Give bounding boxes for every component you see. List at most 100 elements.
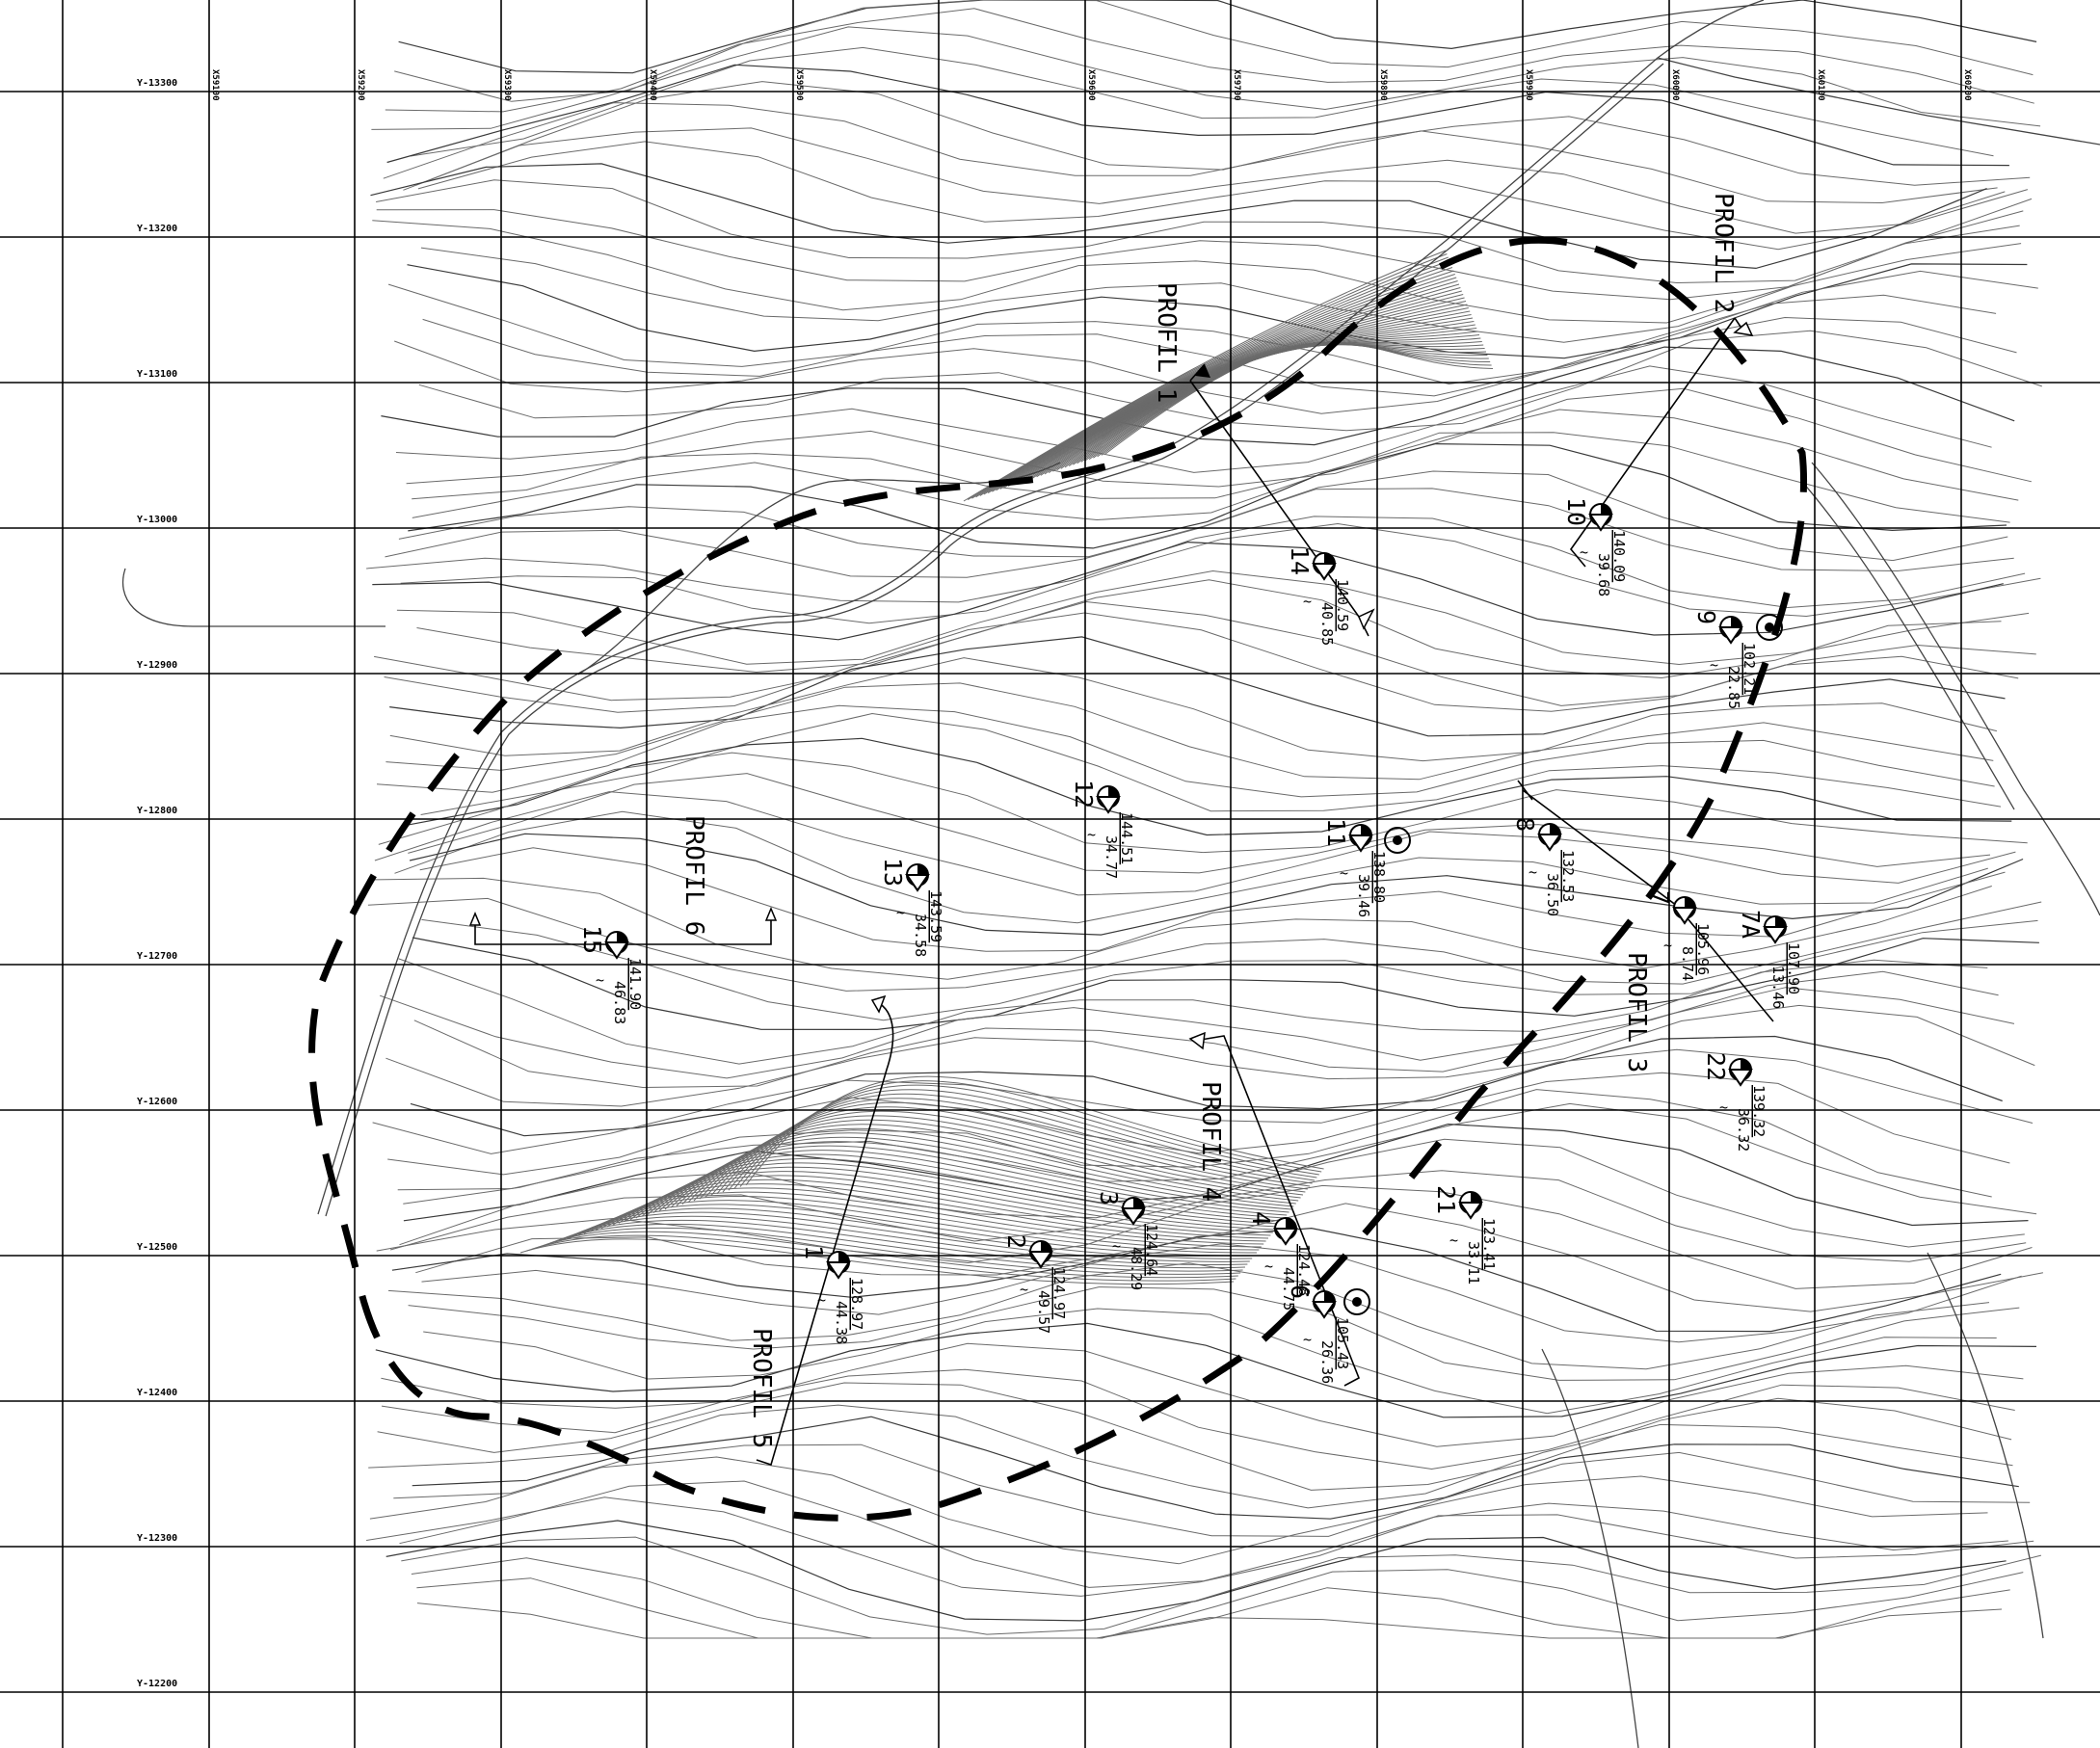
contour-line: [369, 1456, 1988, 1565]
borehole-depth: 49.57: [1035, 1290, 1052, 1334]
contour-line: [371, 26, 2041, 130]
borehole-elevation: 138.80: [1370, 851, 1388, 903]
borehole-elevation: 105.43: [1334, 1317, 1351, 1369]
x-grid-label: X59200: [356, 69, 365, 101]
y-grid-label: Y-13100: [137, 369, 177, 380]
contour-line: [385, 682, 1994, 781]
x-grid-label: X59900: [1524, 69, 1533, 101]
borehole-number: 8: [1511, 817, 1539, 832]
borehole-number: 9: [1692, 610, 1720, 624]
borehole-depth: 44.38: [833, 1301, 850, 1344]
borehole-number: 11: [1322, 818, 1350, 847]
contour-line: [716, 1098, 1313, 1195]
contour-line: [963, 250, 1447, 502]
contour-line: [406, 387, 2033, 488]
profile-label: PROFIL 4: [1196, 1081, 1225, 1202]
water-table-icon: ~: [1303, 1331, 1312, 1348]
profile-label: PROFIL 3: [1622, 952, 1651, 1073]
borehole-elevation: 105.96: [1694, 923, 1712, 975]
water-table-icon: ~: [1528, 863, 1537, 881]
borehole-number: 13: [879, 858, 907, 887]
x-grid-label: X60100: [1816, 69, 1825, 101]
contour-line: [387, 270, 2038, 385]
contour-line: [739, 1080, 1322, 1187]
contour-line: [398, 958, 1988, 1065]
contour-line: [413, 987, 2015, 1089]
borehole-number: 4: [1247, 1211, 1275, 1226]
borehole-elevation: 102.21: [1741, 643, 1758, 695]
well-symbols: [1343, 614, 1783, 1315]
contour-line: [733, 1084, 1319, 1189]
x-grid-label: X59800: [1378, 69, 1388, 101]
contour-line: [1093, 343, 1489, 459]
borehole-depth: 46.83: [611, 981, 628, 1024]
profile-label: PROFIL 2: [1709, 193, 1738, 313]
contour-line: [410, 46, 1994, 157]
contour-line: [999, 280, 1458, 490]
borehole-depth: 34.58: [912, 914, 929, 957]
borehole-number: 15: [578, 925, 606, 954]
water-table-icon: ~: [1303, 593, 1312, 610]
contour-line: [412, 432, 2010, 523]
contour-line: [377, 1382, 2012, 1491]
contour-line: [381, 1342, 2024, 1447]
y-grid-label: Y-13200: [137, 224, 177, 234]
roads: [121, 0, 2100, 1748]
contour-line: [395, 365, 1992, 473]
contour-line: [389, 657, 1998, 762]
contour-line: [572, 1204, 1255, 1257]
x-grid-label: X59400: [648, 69, 657, 101]
contour-line: [403, 1123, 2029, 1227]
contour-line: [380, 970, 1999, 1079]
contour-line: [407, 263, 2028, 359]
contour-line: [728, 1089, 1317, 1191]
contour-line: [381, 1368, 2015, 1470]
borehole-elevation: 128.97: [848, 1278, 865, 1330]
contour-line: [409, 833, 2024, 936]
contour-line: [416, 1602, 2003, 1639]
contour-line: [531, 1231, 1238, 1279]
contour-line: [421, 1243, 2022, 1343]
borehole-triangle-icon: [1312, 1301, 1337, 1319]
contour-line: [400, 522, 2041, 624]
borehole-number: 12: [1070, 780, 1098, 808]
contour-line: [1023, 301, 1467, 482]
contour-line: [583, 1195, 1260, 1251]
contour-line: [398, 0, 2037, 74]
contour-line: [525, 1234, 1236, 1282]
borehole-triangle-icon: [1312, 563, 1337, 581]
well-icon: [1343, 1288, 1370, 1315]
contour-line: [370, 163, 1987, 270]
contour-line: [1097, 343, 1491, 458]
contour-line: [402, 737, 2012, 836]
borehole-triangle-icon: [1672, 907, 1697, 925]
borehole-depth: 26.36: [1318, 1340, 1336, 1384]
borehole-triangle-icon: [1121, 1207, 1146, 1226]
borehole-elevation: 139.32: [1750, 1085, 1768, 1137]
contour-line: [401, 1536, 2042, 1635]
contour-line: [366, 516, 2026, 609]
borehole-elevation: 132.53: [1559, 850, 1577, 902]
contour-line: [1016, 294, 1464, 485]
y-grid-label: Y-12500: [137, 1242, 177, 1253]
contour-line: [967, 253, 1448, 501]
contour-line: [385, 8, 2034, 113]
borehole-triangle-icon: [1763, 926, 1788, 944]
contour-lines: [366, 0, 2043, 1639]
borehole-number: 21: [1432, 1185, 1460, 1214]
borehole-depth: 13.46: [1769, 966, 1787, 1009]
contour-line: [595, 1187, 1264, 1245]
contour-line: [403, 127, 2029, 234]
y-grid-labels: Y-13300 Y-13200 Y-13100 Y-13000 Y-12900 …: [137, 78, 177, 1689]
contour-line: [394, 810, 1988, 924]
contour-line: [1027, 304, 1468, 481]
contour-line: [423, 1308, 1997, 1415]
water-table-icon: ~: [1264, 1258, 1273, 1275]
profile-1-arrow: [1189, 363, 1206, 382]
